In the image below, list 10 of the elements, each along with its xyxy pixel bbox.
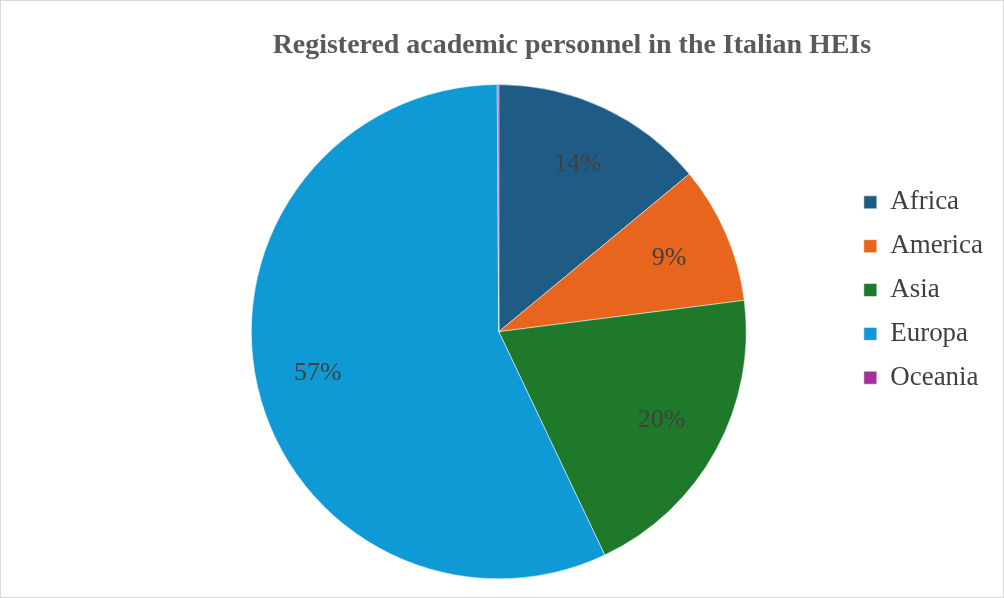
legend-label: Europa [890, 316, 969, 347]
chart-title: Registered academic personnel in the Italian HEIs [272, 27, 872, 59]
data-label: 20% [637, 404, 686, 434]
data-label: 14% [553, 147, 602, 177]
legend-label: Oceania [890, 360, 979, 391]
data-label: 9% [651, 241, 687, 271]
legend-label: Africa [890, 185, 960, 216]
legend-label: Asia [890, 273, 940, 304]
data-label: 57% [294, 356, 342, 386]
legend-label: America [890, 229, 984, 260]
